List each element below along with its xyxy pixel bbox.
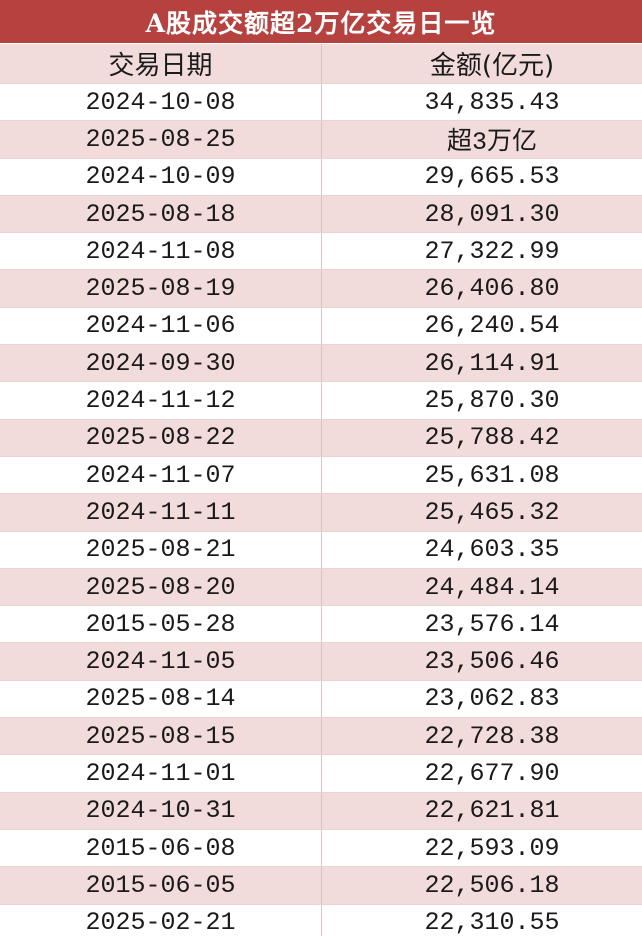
amount-cell: 24,603.35 <box>424 535 560 565</box>
date-cell: 2025-08-18 <box>0 195 322 233</box>
table-row: 2024-10-31 22,621.81 <box>0 792 642 830</box>
date-cell: 2024-11-01 <box>0 755 322 792</box>
date-cell: 2024-10-09 <box>0 158 322 195</box>
amount-cell: 27,322.99 <box>424 236 560 266</box>
date-cell: 2025-08-21 <box>0 531 322 568</box>
amount-cell: 26,114.91 <box>424 348 560 378</box>
date-cell: 2025-08-20 <box>0 568 322 606</box>
table-row: 2024-09-30 26,114.91 <box>0 345 642 383</box>
date-cell: 2025-08-14 <box>0 680 322 718</box>
table-row: 2025-08-18 28,091.30 <box>0 195 642 234</box>
amount-cell: 22,728.38 <box>424 721 560 751</box>
table-title: A股成交额超2万亿交易日一览 <box>0 0 642 44</box>
date-cell: 2024-11-07 <box>0 456 322 494</box>
date-cell: 2015-06-08 <box>0 829 322 867</box>
date-cell: 2025-08-22 <box>0 419 322 456</box>
amount-cell: 34,835.43 <box>424 87 560 117</box>
table-body: 2024-10-08 34,835.43 2025-08-25 超3万亿 2024-10… <box>0 84 642 936</box>
amount-cell: 26,240.54 <box>424 311 560 341</box>
date-cell: 2025-08-15 <box>0 718 322 755</box>
amount-cell: 29,665.53 <box>424 162 560 192</box>
table-row: 2025-08-25 超3万亿 <box>0 121 642 159</box>
amount-cell: 23,576.14 <box>424 609 560 639</box>
table-row: 2025-08-15 22,728.38 <box>0 718 642 756</box>
amount-cell: 22,593.09 <box>424 833 560 863</box>
table-row: 2024-11-11 25,465.32 <box>0 494 642 532</box>
table-row: 2024-11-05 23,506.46 <box>0 643 642 681</box>
table-row: 2024-11-06 26,240.54 <box>0 307 642 346</box>
date-cell: 2024-11-12 <box>0 382 322 419</box>
date-cell: 2025-08-25 <box>0 121 322 158</box>
date-cell: 2024-11-08 <box>0 233 322 270</box>
header-row: 交易日期 金额(亿元) <box>0 44 642 84</box>
amount-cell: 23,062.83 <box>424 684 560 714</box>
amount-cell: 22,677.90 <box>424 758 560 788</box>
amount-cell: 25,465.32 <box>424 497 560 527</box>
date-cell: 2024-11-11 <box>0 494 322 531</box>
amount-cell: 25,631.08 <box>424 460 560 490</box>
table-row: 2015-06-05 22,506.18 <box>0 867 642 905</box>
date-cell: 2024-11-05 <box>0 643 322 680</box>
table-row: 2025-08-22 25,788.42 <box>0 419 642 457</box>
table-row: 2024-10-08 34,835.43 <box>0 84 642 122</box>
date-cell: 2025-08-19 <box>0 270 322 307</box>
date-cell: 2015-06-05 <box>0 867 322 904</box>
amount-cell: 28,091.30 <box>424 199 560 229</box>
date-cell: 2025-02-21 <box>0 904 322 936</box>
table-row: 2024-10-09 29,665.53 <box>0 158 642 196</box>
amount-cell: 26,406.80 <box>424 274 560 304</box>
table-row: 2025-08-14 23,062.83 <box>0 680 642 719</box>
date-cell: 2024-10-08 <box>0 84 322 121</box>
table-row: 2024-11-12 25,870.30 <box>0 382 642 420</box>
amount-cell: 25,788.42 <box>424 423 560 453</box>
amount-cell: 25,870.30 <box>424 386 560 416</box>
amount-cell: 22,621.81 <box>424 796 560 826</box>
column-header: 金额(亿元) <box>429 51 555 81</box>
table-row: 2025-08-19 26,406.80 <box>0 270 642 308</box>
table-row: 2024-11-01 22,677.90 <box>0 755 642 793</box>
table-row: 2025-08-20 24,484.14 <box>0 568 642 607</box>
date-cell: 2024-10-31 <box>0 792 322 829</box>
table-row: 2024-11-08 27,322.99 <box>0 233 642 271</box>
date-cell: 2024-11-06 <box>0 307 322 345</box>
table-row: 2015-05-28 23,576.14 <box>0 606 642 644</box>
date-cell: 2024-09-30 <box>0 345 322 382</box>
column-header: 交易日期 <box>0 44 322 83</box>
amount-cell: 超3万亿 <box>446 128 537 158</box>
date-cell: 2015-05-28 <box>0 606 322 643</box>
amount-cell: 23,506.46 <box>424 647 560 677</box>
amount-cell: 22,310.55 <box>424 908 560 936</box>
table-row: 2025-08-21 24,603.35 <box>0 531 642 569</box>
table-row: 2015-06-08 22,593.09 <box>0 829 642 868</box>
table-row: 2025-02-21 22,310.55 <box>0 904 642 936</box>
amount-cell: 24,484.14 <box>424 572 560 602</box>
amount-cell: 22,506.18 <box>424 870 560 900</box>
table-row: 2024-11-07 25,631.08 <box>0 456 642 495</box>
